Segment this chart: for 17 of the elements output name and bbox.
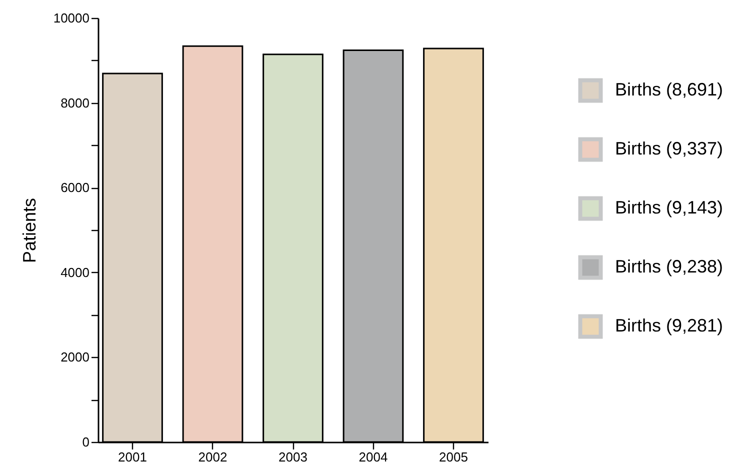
y-tick-label: 2000 bbox=[60, 350, 90, 365]
legend-label: Births (9,238) bbox=[615, 256, 724, 276]
y-axis-title: Patients bbox=[19, 198, 40, 264]
legend-label: Births (9,281) bbox=[615, 316, 724, 336]
legend-label: Births (8,691) bbox=[615, 80, 724, 100]
legend-label: Births (9,337) bbox=[615, 138, 724, 158]
y-tick-label: 0 bbox=[82, 434, 90, 450]
x-tick-label: 2005 bbox=[439, 450, 468, 464]
y-tick-label: 10000 bbox=[53, 10, 90, 26]
x-tick-label: 2004 bbox=[358, 450, 388, 464]
y-tick-label: 6000 bbox=[60, 180, 90, 196]
y-tick-label: 4000 bbox=[60, 264, 90, 280]
y-tick-label: 8000 bbox=[60, 95, 90, 110]
x-tick-label: 2003 bbox=[278, 450, 308, 464]
legend-label: Births (9,143) bbox=[615, 198, 724, 218]
x-tick-label: 2002 bbox=[198, 450, 228, 464]
x-tick-label: 2001 bbox=[118, 450, 147, 464]
